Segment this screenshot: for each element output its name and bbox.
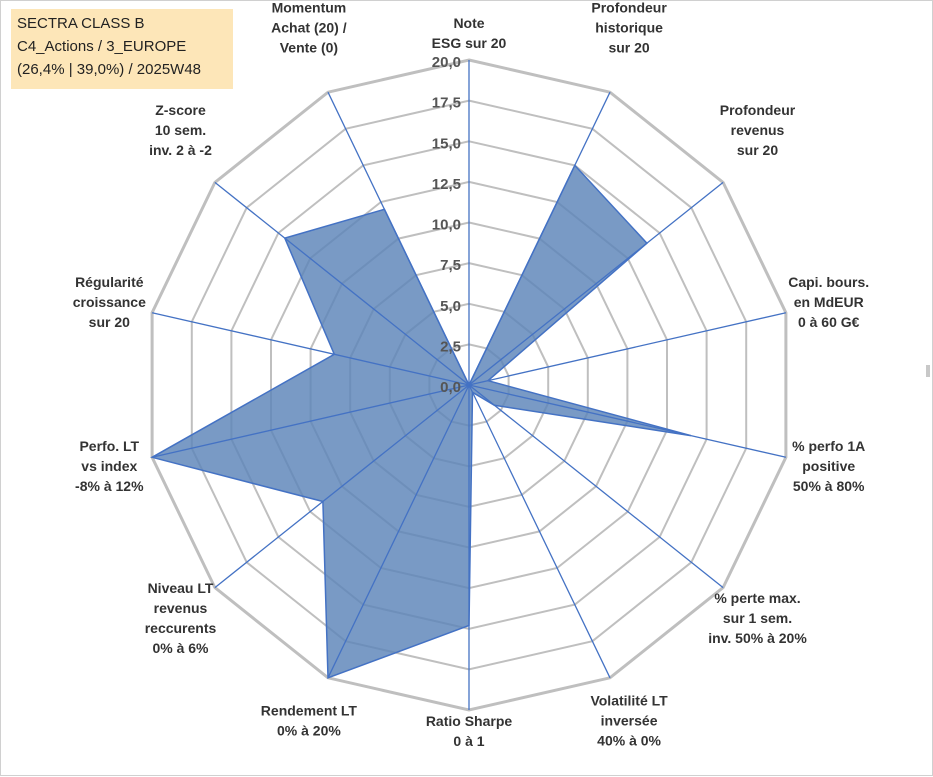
- axis-label-line: inv. 50% à 20%: [708, 630, 807, 646]
- tick-label: 0,0: [440, 379, 461, 396]
- axis-label-line: Momentum: [272, 1, 347, 16]
- axis-spoke: [151, 384, 470, 458]
- axis-label-line: ESG sur 20: [432, 35, 507, 51]
- axis-label-line: sur 1 sem.: [723, 610, 792, 626]
- axis-label: Rendement LT 0% à 20%: [261, 703, 358, 739]
- axis-label: Z-score 10 sem. inv. 2 à -2: [149, 102, 212, 158]
- tick-label: 20,0: [432, 54, 461, 71]
- axis-label: % perfo 1A positive 50% à 80%: [792, 438, 865, 494]
- axis-label-line: Profondeur: [591, 1, 667, 16]
- axis-label-line: 40% à 0%: [597, 733, 661, 749]
- axis-label-line: historique: [595, 20, 663, 36]
- axis-label: Niveau LT revenus reccurents 0% à 6%: [145, 580, 217, 656]
- axis-label-line: croissance: [73, 294, 146, 310]
- axis-spoke: [468, 181, 724, 386]
- axis-label-line: vs index: [81, 458, 137, 474]
- scroll-marker: [926, 365, 930, 377]
- axis-labels: Note ESG sur 20 Profondeur historique sur 20…: [73, 1, 869, 749]
- axis-label-line: revenus: [154, 600, 208, 616]
- axis-label-line: sur 20: [89, 314, 130, 330]
- info-box: SECTRA CLASS B C4_Actions / 3_EUROPE (26…: [11, 9, 233, 89]
- axis-spoke: [151, 312, 470, 386]
- axis-label-line: 0% à 20%: [277, 723, 341, 739]
- axis-label: Note ESG sur 20: [432, 15, 507, 51]
- axis-label-line: Ratio Sharpe: [426, 713, 513, 729]
- tick-label: 17,5: [432, 95, 461, 112]
- axis-spoke: [468, 384, 787, 458]
- axis-spoke: [214, 181, 470, 386]
- axis-label-line: % perfo 1A: [792, 438, 865, 454]
- axis-label-line: 10 sem.: [155, 122, 206, 138]
- axis-label-line: Profondeur: [720, 102, 796, 118]
- axis-label-line: Z-score: [155, 102, 206, 118]
- axis-label-line: inv. 2 à -2: [149, 142, 212, 158]
- tick-label: 7,5: [440, 257, 461, 274]
- axis-label: Ratio Sharpe 0 à 1: [426, 713, 513, 749]
- tick-label: 10,0: [432, 217, 461, 234]
- axis-label: Profondeur historique sur 20: [591, 1, 667, 56]
- tick-label: 15,0: [432, 135, 461, 152]
- axis-label-line: 50% à 80%: [793, 478, 865, 494]
- radar-spokes: [151, 60, 787, 710]
- axis-label-line: Note: [453, 15, 484, 31]
- axis-label: Régularité croissance sur 20: [73, 274, 146, 330]
- axis-label-line: reccurents: [145, 620, 217, 636]
- axis-label-line: Achat (20) /: [271, 20, 347, 36]
- axis-spoke: [327, 384, 470, 679]
- axis-label: Capi. bours. en MdEUR 0 à 60 G€: [788, 274, 869, 330]
- axis-label: Profondeur revenus sur 20: [720, 102, 796, 158]
- axis-label-line: en MdEUR: [794, 294, 864, 310]
- axis-label-line: positive: [802, 458, 855, 474]
- axis-label-line: revenus: [731, 122, 785, 138]
- axis-label-line: sur 20: [737, 142, 778, 158]
- axis-label-line: inversée: [601, 713, 658, 729]
- axis-label-line: -8% à 12%: [75, 478, 144, 494]
- axis-spoke: [214, 384, 470, 589]
- axis-label-line: % perte max.: [714, 590, 800, 606]
- radial-tick-labels: 0,0 2,5 5,0 7,5 10,0 12,5 15,0 17,5 20,0: [432, 54, 461, 396]
- axis-label-line: Vente (0): [280, 40, 338, 56]
- axis-spoke: [468, 312, 787, 386]
- info-stats: (26,4% | 39,0%) / 2025W48: [17, 61, 201, 78]
- axis-spoke: [468, 384, 611, 679]
- info-fund-name: SECTRA CLASS B: [17, 15, 145, 32]
- axis-spoke: [468, 384, 724, 589]
- axis-label-line: 0 à 1: [453, 733, 484, 749]
- axis-spoke: [468, 91, 611, 386]
- axis-label: % perte max. sur 1 sem. inv. 50% à 20%: [708, 590, 807, 646]
- axis-label-line: Perfo. LT: [79, 438, 139, 454]
- tick-label: 12,5: [432, 176, 461, 193]
- axis-label-line: 0 à 60 G€: [798, 314, 860, 330]
- axis-label: Momentum Achat (20) / Vente (0): [271, 1, 347, 56]
- axis-label-line: Volatilité LT: [590, 693, 668, 709]
- axis-label-line: Capi. bours.: [788, 274, 869, 290]
- axis-label-line: Régularité: [75, 274, 144, 290]
- info-category: C4_Actions / 3_EUROPE: [17, 38, 187, 55]
- axis-label-line: sur 20: [608, 40, 649, 56]
- tick-label: 5,0: [440, 298, 461, 315]
- axis-label-line: Rendement LT: [261, 703, 358, 719]
- axis-label: Perfo. LT vs index -8% à 12%: [75, 438, 144, 494]
- axis-label-line: Niveau LT: [148, 580, 214, 596]
- axis-label-line: 0% à 6%: [152, 640, 209, 656]
- axis-spoke: [327, 91, 470, 386]
- tick-label: 2,5: [440, 338, 461, 355]
- axis-label: Volatilité LT inversée 40% à 0%: [590, 693, 668, 749]
